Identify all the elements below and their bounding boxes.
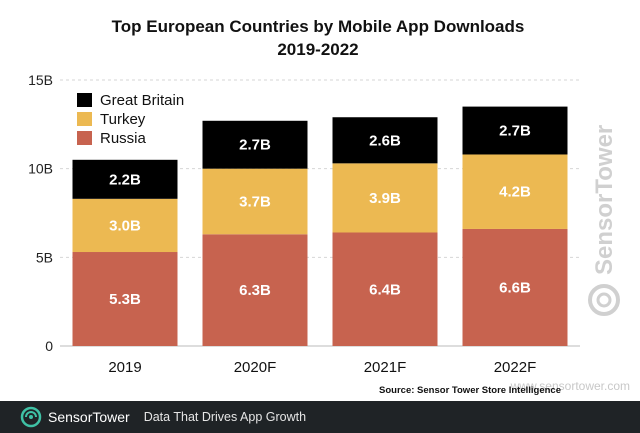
data-label: 3.0B [109, 217, 141, 234]
legend-label: Turkey [100, 111, 146, 128]
chart-title-line-2: 2019-2022 [277, 40, 358, 59]
data-label: 2.7B [499, 123, 531, 140]
bar-segment [462, 228, 568, 346]
legend-swatch [77, 93, 92, 107]
source-note: Source: Sensor Tower Store Intelligence [379, 385, 561, 396]
data-label: 2.2B [109, 171, 141, 188]
legend-label: Russia [100, 130, 147, 147]
data-label: 5.3B [109, 291, 141, 308]
watermark-logo-icon [588, 284, 620, 316]
x-tick-label: 2019 [108, 359, 141, 376]
y-tick-label: 0 [45, 338, 53, 354]
chart-title-line-1: Top European Countries by Mobile App Dow… [112, 17, 525, 36]
bar-segment [332, 117, 438, 164]
chart: Top European Countries by Mobile App Dow… [28, 17, 630, 396]
y-tick-label: 5B [36, 249, 53, 265]
watermark: SensorTower www.sensortower.com [510, 125, 630, 393]
data-label: 2.6B [369, 132, 401, 149]
bar-segment [202, 234, 308, 346]
x-tick-label: 2022F [494, 359, 537, 376]
watermark-brand: SensorTower [591, 125, 618, 275]
bar-segment [462, 106, 568, 155]
data-label: 3.7B [239, 193, 271, 210]
data-label: 4.2B [499, 184, 531, 201]
bar-segment [202, 168, 308, 235]
bar-segment [332, 163, 438, 233]
data-label: 6.6B [499, 279, 531, 296]
bars: 5.3B 3.0B 2.2B 6.3B 3.7B 2.7B 6.4B 3.9B 2.6B 6.6B… [72, 106, 568, 346]
bar-segment [332, 232, 438, 346]
legend-swatch [77, 131, 92, 145]
bar-segment [72, 198, 178, 253]
data-label: 6.3B [239, 282, 271, 299]
x-tick-label: 2021F [364, 359, 407, 376]
footer-tagline: Data That Drives App Growth [143, 410, 307, 424]
sensortower-logo-icon [20, 406, 42, 428]
chart-title: Top European Countries by Mobile App Dow… [112, 17, 525, 59]
y-tick-label: 10B [28, 161, 53, 177]
legend-label: Great Britain [100, 92, 184, 109]
bar-segment [462, 154, 568, 229]
x-tick-label: 2020F [234, 359, 277, 376]
legend: Great Britain Turkey Russia [77, 92, 184, 147]
y-tick-label: 15B [28, 72, 53, 88]
bar-segment [202, 120, 308, 169]
legend-swatch [77, 112, 92, 126]
y-axis-ticks: 0 5B 10B 15B [28, 72, 53, 354]
bar-segment [72, 252, 178, 346]
data-label: 2.7B [239, 137, 271, 154]
data-label: 3.9B [369, 190, 401, 207]
watermark-site: www.sensortower.com [510, 379, 630, 393]
footer-brand: SensorTower [48, 409, 130, 425]
bar-segment [72, 159, 178, 199]
footer-bar: SensorTower Data That Drives App Growth [0, 401, 640, 433]
x-axis-ticks: 2019 2020F 2021F 2022F [108, 359, 536, 376]
data-label: 6.4B [369, 281, 401, 298]
